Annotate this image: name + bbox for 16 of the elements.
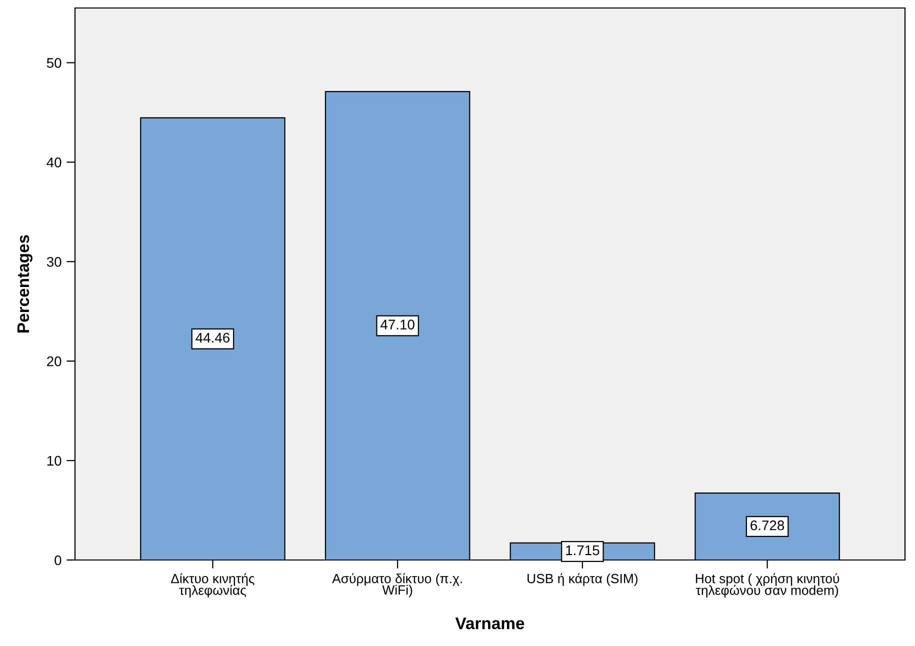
y-tick-label: 0: [54, 555, 62, 566]
x-tick-label: USB ή κάρτα (SIM): [528, 573, 638, 586]
data-label: 47.10: [380, 320, 414, 330]
x-tick-label: Ασύρματο δίκτυο (π.χ. WiFi): [332, 573, 462, 598]
y-axis-title: Percentages: [17, 235, 32, 332]
y-tick-label: 30: [46, 256, 62, 267]
data-label: 1.715: [566, 546, 600, 556]
x-axis-title: Varname: [455, 618, 524, 630]
y-tick-label: 50: [46, 58, 62, 68]
data-label: 44.46: [196, 332, 230, 343]
x-tick-label: Δίκτυο κινητής τηλεφωνίας: [171, 573, 254, 598]
x-tick-label: Hot spot ( χρήση κινητού τηλεφώνου σαν modem): [696, 573, 840, 598]
data-label: 6.728: [750, 520, 784, 530]
y-tick-label: 20: [47, 356, 62, 366]
y-tick-label: 40: [46, 157, 62, 168]
y-tick-label: 10: [47, 456, 62, 466]
